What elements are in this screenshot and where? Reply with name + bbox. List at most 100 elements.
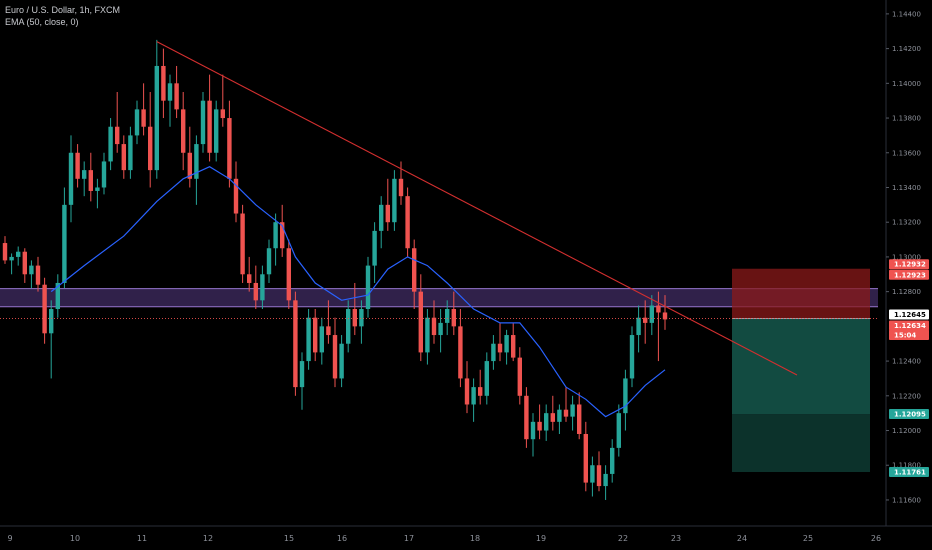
- candle-body: [629, 335, 635, 379]
- price-label-text: 1.12634: [894, 322, 926, 330]
- candle-body: [339, 343, 344, 379]
- candle-body: [200, 100, 206, 145]
- candle-body: [95, 187, 100, 191]
- indicator-title: EMA (50, close, 0): [5, 17, 79, 27]
- price-label-text: 1.12932: [894, 261, 926, 269]
- candle-body: [207, 100, 212, 153]
- candle-body: [181, 109, 186, 153]
- candle-body: [134, 109, 140, 136]
- price-tick-label: 1.12800: [892, 288, 921, 296]
- candle-body: [227, 118, 232, 179]
- price-tick-label: 1.13800: [892, 115, 921, 123]
- candle-body: [167, 83, 173, 101]
- short-position-tool[interactable]: [732, 268, 870, 473]
- time-tick-label: 12: [203, 534, 213, 543]
- symbol-title: Euro / U.S. Dollar, 1h, FXCM: [5, 5, 121, 15]
- candle-body: [280, 222, 285, 249]
- candle-body: [2, 243, 8, 261]
- candle-body: [55, 282, 60, 310]
- candle-body: [623, 378, 628, 414]
- ema-line: [50, 166, 666, 418]
- candle-body: [233, 178, 239, 214]
- candle-body: [451, 309, 456, 327]
- candle-body: [438, 322, 443, 336]
- candle-body: [577, 404, 582, 434]
- candle-body: [128, 135, 133, 171]
- price-label-badge: [889, 309, 929, 320]
- candle-body: [445, 309, 450, 323]
- time-axis[interactable]: 9 10 11 12 15 16 17 18 19 22 23 24 25 26: [7, 534, 881, 543]
- candle-body: [319, 326, 324, 353]
- candle-body: [42, 284, 47, 334]
- candle-body: [293, 300, 298, 388]
- time-tick-label: 11: [137, 534, 147, 543]
- time-tick-label: 19: [536, 534, 546, 543]
- candle-body: [187, 152, 192, 179]
- price-tick-label: 1.11600: [892, 496, 921, 504]
- candle-body: [359, 309, 364, 327]
- price-label-badge: [889, 330, 929, 341]
- candle-body: [154, 65, 159, 171]
- candle-body: [418, 291, 423, 353]
- price-label-badge: [889, 269, 929, 280]
- candle-body: [511, 335, 516, 358]
- candle-body: [610, 447, 615, 474]
- candle-body: [530, 421, 536, 440]
- price-label-badge: [889, 320, 929, 331]
- candle-body: [590, 465, 595, 483]
- candle-body: [115, 126, 120, 145]
- candle-body: [557, 409, 562, 422]
- candle-body: [326, 326, 331, 336]
- price-label-badge: [889, 409, 929, 420]
- candle-body: [385, 204, 390, 223]
- candle-body: [220, 109, 225, 119]
- time-tick-label: 16: [337, 534, 347, 543]
- candle-body: [313, 317, 318, 353]
- candle-body: [372, 230, 377, 266]
- candle-body: [299, 361, 305, 388]
- candle-body: [68, 152, 74, 205]
- candle-body: [29, 265, 34, 275]
- candle-body: [174, 83, 179, 110]
- candle-body: [247, 274, 252, 283]
- candle-body: [266, 248, 272, 275]
- candle-body: [306, 317, 311, 362]
- candle-body: [484, 361, 489, 396]
- candle-body: [392, 178, 397, 223]
- candle-body: [22, 251, 27, 275]
- price-tick-label: 1.13000: [892, 253, 921, 261]
- candle-body: [662, 312, 668, 320]
- candle-body: [16, 251, 21, 257]
- price-labels: 1.129321.129231.126451.126341.1263215:04…: [889, 259, 929, 478]
- candle-body: [214, 109, 219, 153]
- candle-body: [478, 387, 483, 396]
- candle-body: [425, 317, 430, 353]
- candle-body: [570, 404, 575, 417]
- candle-body: [62, 204, 67, 283]
- stop-loss-area: [732, 268, 870, 319]
- candle-body: [458, 326, 463, 379]
- candle-body: [379, 204, 384, 231]
- candle-body: [101, 161, 107, 188]
- time-tick-label: 17: [404, 534, 414, 543]
- time-tick-label: 15: [284, 534, 294, 543]
- candle-body: [161, 65, 166, 101]
- price-label-badge: [889, 259, 929, 270]
- candle-body: [82, 170, 87, 179]
- candle-body: [550, 413, 555, 422]
- candle-body: [616, 413, 621, 448]
- grid: [0, 0, 932, 527]
- candle-body: [649, 305, 654, 323]
- candle-body: [35, 265, 41, 285]
- time-tick-label: 24: [737, 534, 747, 543]
- candle-body: [471, 387, 476, 405]
- price-tick-label: 1.13600: [892, 149, 921, 157]
- candle-body: [88, 170, 93, 191]
- price-tick-label: 1.14400: [892, 10, 921, 18]
- candles: [2, 39, 668, 500]
- overlay-lines: [0, 41, 878, 418]
- price-axis[interactable]: 1.14400 1.14200 1.14000 1.13800 1.13600 1.134…: [886, 10, 921, 504]
- candle-body: [603, 473, 608, 487]
- candle-body: [108, 126, 113, 162]
